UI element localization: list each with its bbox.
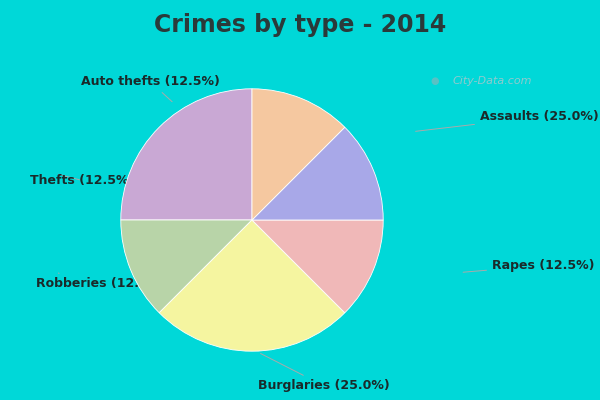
Wedge shape: [252, 220, 383, 313]
Wedge shape: [159, 220, 345, 351]
Text: Robberies (12.5%): Robberies (12.5%): [36, 273, 166, 290]
Text: Burglaries (25.0%): Burglaries (25.0%): [258, 354, 390, 392]
Text: City-Data.com: City-Data.com: [452, 76, 532, 86]
Text: Thefts (12.5%): Thefts (12.5%): [30, 174, 134, 187]
Text: Assaults (25.0%): Assaults (25.0%): [416, 110, 599, 131]
Text: Crimes by type - 2014: Crimes by type - 2014: [154, 13, 446, 37]
Text: Auto thefts (12.5%): Auto thefts (12.5%): [80, 75, 220, 102]
Wedge shape: [252, 89, 345, 220]
Wedge shape: [121, 220, 252, 313]
Wedge shape: [121, 89, 252, 220]
Wedge shape: [252, 127, 383, 220]
Text: ●: ●: [431, 76, 439, 86]
Text: Rapes (12.5%): Rapes (12.5%): [463, 259, 595, 272]
